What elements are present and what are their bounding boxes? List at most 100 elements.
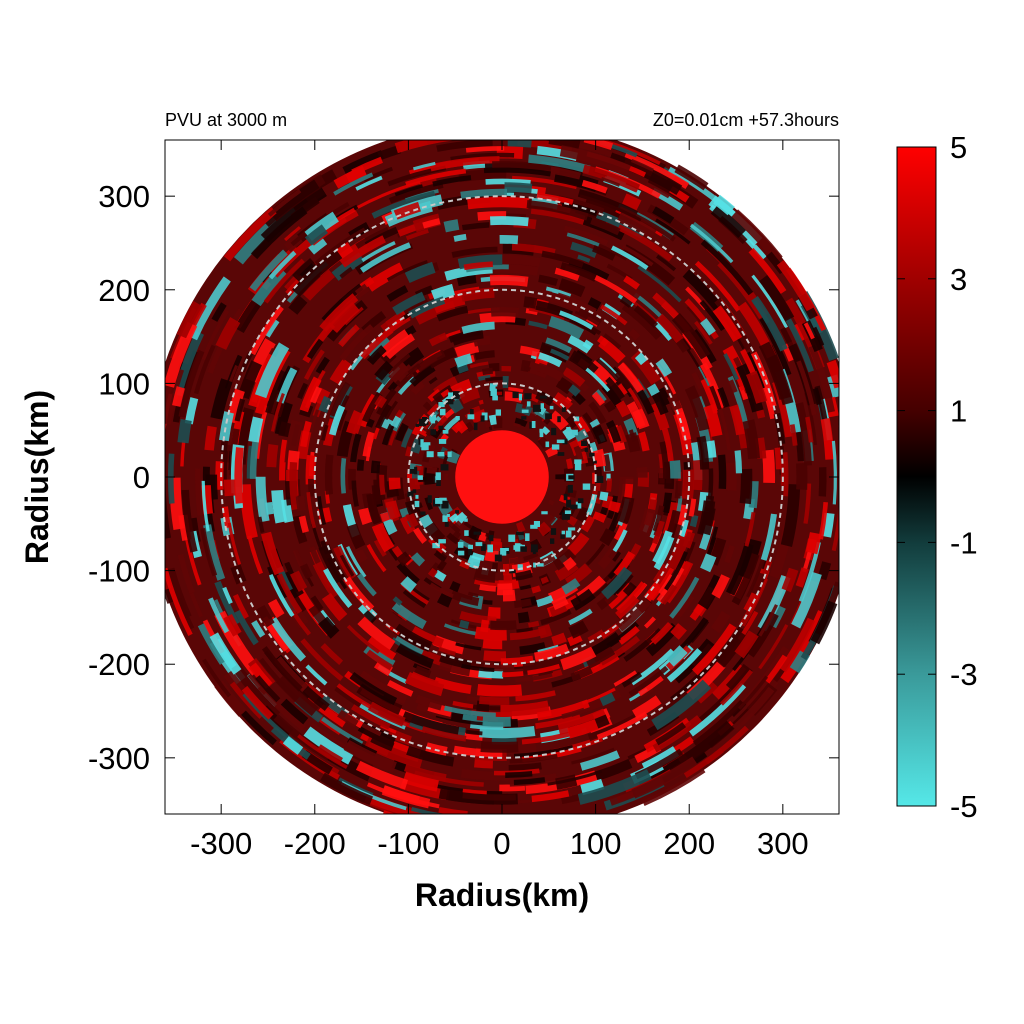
pv-patch: [599, 635, 641, 666]
pv-patch: [457, 254, 503, 270]
eyewall-patch: [490, 388, 497, 396]
pv-patch: [151, 427, 155, 470]
pv-patch: [761, 386, 776, 420]
pv-patch: [356, 459, 365, 471]
eyewall-patch: [520, 546, 527, 552]
pv-patch: [655, 313, 684, 344]
pv-patch: [549, 297, 581, 313]
pv-patch: [399, 506, 412, 518]
pv-patch: [451, 330, 484, 346]
pv-patch: [779, 617, 816, 673]
eyewall-patch: [442, 430, 449, 434]
pv-patch: [523, 552, 539, 562]
pv-patch: [339, 554, 355, 577]
eyewall-patch: [563, 493, 568, 501]
pv-patch: [362, 391, 383, 423]
pv-patch: [443, 450, 450, 456]
eyewall-patch: [589, 452, 595, 457]
colorbar-tick-label: 3: [950, 262, 967, 297]
pv-patch: [549, 602, 568, 618]
pv-patch: [541, 250, 585, 268]
pv-patch: [714, 297, 753, 351]
pv-patch: [482, 599, 493, 605]
colorbar-ramp: [896, 146, 937, 807]
pv-patch: [405, 446, 413, 457]
pv-patch: [647, 383, 660, 397]
pv-patch: [707, 468, 714, 500]
pv-patch: [513, 777, 546, 786]
eyewall-patch: [489, 383, 498, 387]
eyewall-patch: [557, 416, 561, 423]
pv-patch: [410, 437, 424, 454]
pv-patch: [467, 196, 530, 210]
pv-patch: [300, 420, 312, 448]
pv-patch: [446, 450, 460, 464]
pv-field: [151, 140, 839, 814]
pv-patch: [388, 477, 401, 490]
pv-patch: [562, 556, 577, 571]
pv-patch: [333, 172, 374, 196]
pv-patch: [315, 356, 330, 375]
pv-patch: [713, 194, 735, 216]
pv-patch: [487, 616, 497, 621]
pv-patch: [561, 578, 581, 595]
pv-patch: [736, 363, 764, 413]
pv-patch: [588, 401, 607, 425]
pv-patch: [590, 217, 621, 236]
pv-patch: [780, 484, 801, 547]
eyewall-patch: [529, 421, 533, 429]
pv-patch: [318, 544, 347, 584]
pv-patch: [483, 650, 507, 662]
pv-patch: [533, 643, 570, 662]
pv-patch: [436, 593, 453, 608]
pv-patch: [748, 481, 759, 509]
pv-patch: [483, 167, 551, 177]
pv-patch: [410, 626, 445, 648]
eyewall-patch: [551, 444, 560, 450]
pv-patch: [626, 401, 646, 429]
pv-patch: [817, 561, 832, 581]
pv-patch: [600, 177, 621, 187]
pv-patch: [592, 511, 607, 523]
pv-patch: [596, 358, 622, 384]
pv-patch: [729, 404, 746, 436]
pv-patch: [579, 194, 642, 222]
pv-patch: [455, 642, 482, 651]
pv-patch: [673, 503, 689, 526]
pv-patch: [262, 179, 320, 227]
pv-patch: [177, 553, 195, 594]
pv-patch: [317, 507, 333, 524]
pv-patch: [454, 520, 465, 531]
eyewall-patch: [505, 547, 509, 551]
pv-patch: [428, 376, 438, 385]
pv-patch: [357, 670, 408, 705]
pv-patch: [358, 507, 373, 526]
pv-patch: [537, 352, 563, 368]
pv-patch: [340, 458, 347, 494]
pv-patch: [519, 642, 547, 655]
pv-patch: [607, 500, 621, 513]
eyewall-patch: [562, 438, 568, 445]
pv-patch: [781, 567, 799, 593]
pv-patch: [517, 611, 530, 624]
pv-patch: [516, 627, 534, 634]
pv-patch: [645, 182, 671, 199]
pv-patch: [567, 334, 592, 354]
pv-patch: [622, 193, 642, 211]
pv-patch: [425, 419, 440, 437]
pv-patch: [538, 274, 559, 287]
pv-patch: [622, 581, 637, 597]
pv-patch: [251, 620, 266, 638]
pv-patch: [818, 502, 828, 540]
pv-patch: [710, 610, 731, 634]
pv-patch: [515, 690, 556, 702]
eyewall-patch: [438, 402, 445, 408]
pv-patch: [739, 468, 753, 505]
pv-patch: [381, 785, 420, 804]
eyewall-patch: [532, 551, 536, 555]
pv-patch: [422, 401, 435, 414]
pv-patch: [727, 379, 738, 394]
pv-patch: [429, 582, 454, 599]
pv-patch: [266, 443, 279, 468]
pv-patch: [567, 719, 599, 739]
